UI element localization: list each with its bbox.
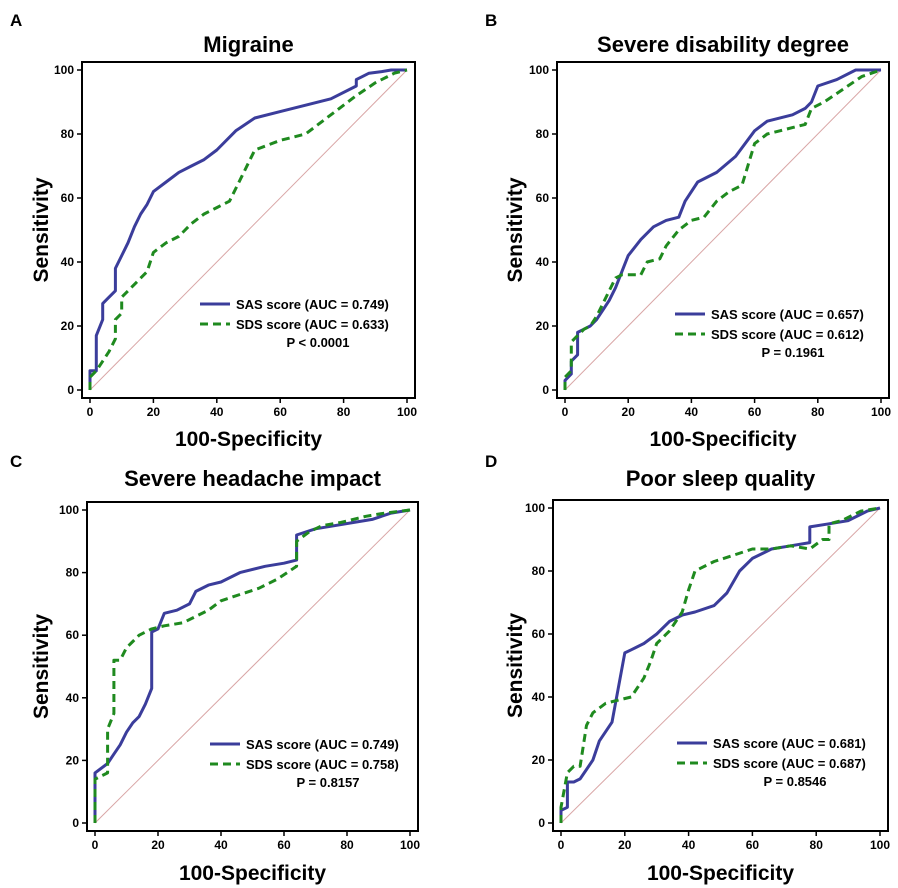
y-axis-title: Sensitivity [30,177,53,282]
x-tick-label: 0 [92,838,99,852]
y-tick-label: 100 [59,503,79,517]
x-tick-label: 60 [277,838,291,852]
reference-diagonal [89,69,408,391]
plot-frame [86,501,419,832]
y-tick-label: 100 [54,63,74,77]
x-tick-label: 0 [562,405,569,419]
y-tick-label: 60 [66,628,80,642]
x-axis-title: 100-Specificity [179,862,326,885]
y-tick-label: 40 [61,255,75,269]
legend-label-sas: SAS score (AUC = 0.657) [711,307,864,322]
roc-panel-d: D Poor sleep quality 0 20 40 60 80 100 0 20 40 60 80… [485,452,890,885]
y-tick-label: 40 [536,255,550,269]
x-tick-label: 80 [340,838,354,852]
x-tick-label: 40 [214,838,228,852]
roc-panel-a: A Migraine 0 20 40 60 80 100 0 20 40 60 80 100 100-Spe… [10,11,417,451]
x-axis-title: 100-Specificity [175,428,322,451]
legend-label-sds: SDS score (AUC = 0.633) [236,317,389,332]
x-tick-label: 0 [87,405,94,419]
x-tick-label: 20 [622,405,636,419]
y-axis-title: Sensitivity [30,614,53,719]
p-value-annotation: P = 0.1961 [761,345,824,360]
y-tick-label: 20 [536,319,550,333]
x-tick-label: 100 [397,405,417,419]
plot-title: Migraine [203,32,293,57]
y-tick-label: 0 [67,383,74,397]
x-tick-label: 40 [685,405,699,419]
reference-diagonal [560,507,881,824]
y-tick-label: 100 [529,63,549,77]
y-tick-label: 0 [542,383,549,397]
x-tick-label: 80 [810,838,824,852]
legend-label-sds: SDS score (AUC = 0.687) [713,756,866,771]
x-tick-label: 20 [147,405,161,419]
x-tick-label: 80 [811,405,825,419]
y-tick-label: 60 [536,191,550,205]
y-tick-label: 60 [61,191,75,205]
x-tick-label: 80 [337,405,351,419]
plot-frame [81,61,416,399]
reference-diagonal [564,69,882,391]
y-axis-title: Sensitivity [504,613,527,718]
x-tick-label: 0 [558,838,565,852]
y-tick-label: 80 [61,127,75,141]
y-tick-label: 40 [66,691,80,705]
legend-label-sas: SAS score (AUC = 0.749) [246,737,399,752]
panel-letter: B [485,11,497,30]
y-tick-label: 80 [66,566,80,580]
x-tick-label: 20 [151,838,165,852]
legend-label-sds: SDS score (AUC = 0.758) [246,757,399,772]
plot-frame [556,61,890,399]
panel-letter: D [485,452,497,471]
y-tick-label: 100 [525,501,545,515]
plot-title: Severe headache impact [124,466,381,491]
p-value-annotation: P = 0.8546 [763,774,826,789]
x-tick-label: 20 [618,838,632,852]
plot-frame [552,499,889,832]
y-tick-label: 40 [532,690,546,704]
plot-title: Poor sleep quality [626,466,816,491]
x-tick-label: 100 [400,838,420,852]
roc-panel-c: C Severe headache impact 0 20 40 60 80 100 0 20 40… [10,452,420,885]
plot-title: Severe disability degree [597,32,849,57]
legend-label-sds: SDS score (AUC = 0.612) [711,327,864,342]
x-axis-title: 100-Specificity [647,862,794,885]
roc-curve-sas [559,506,881,823]
x-tick-label: 60 [746,838,760,852]
roc-panel-b: B Severe disability degree 0 20 40 60 80 100 0 20… [485,11,891,451]
y-axis-title: Sensitivity [504,177,527,282]
reference-diagonal [94,509,411,824]
x-tick-label: 40 [210,405,224,419]
y-tick-label: 0 [72,816,79,830]
p-value-annotation: P < 0.0001 [286,335,349,350]
x-tick-label: 40 [682,838,696,852]
roc-curve-sds [88,68,408,390]
x-axis-title: 100-Specificity [649,428,796,451]
roc-curve-sas [88,68,407,390]
x-tick-label: 60 [274,405,288,419]
x-tick-label: 60 [748,405,762,419]
y-tick-label: 20 [532,753,546,767]
panel-letter: A [10,11,22,30]
y-tick-label: 80 [532,564,546,578]
roc-curve-sds [559,506,881,823]
y-tick-label: 60 [532,627,546,641]
x-tick-label: 100 [870,838,890,852]
y-tick-label: 20 [66,753,80,767]
y-tick-label: 0 [538,816,545,830]
y-tick-label: 80 [536,127,550,141]
p-value-annotation: P = 0.8157 [296,775,359,790]
legend-label-sas: SAS score (AUC = 0.681) [713,736,866,751]
roc-curve-sds [93,508,411,823]
legend-label-sas: SAS score (AUC = 0.749) [236,297,389,312]
roc-curve-sas [563,68,881,390]
x-tick-label: 100 [871,405,891,419]
panel-letter: C [10,452,22,471]
y-tick-label: 20 [61,319,75,333]
roc-curve-sas [93,508,411,823]
roc-curve-sds [563,68,882,390]
